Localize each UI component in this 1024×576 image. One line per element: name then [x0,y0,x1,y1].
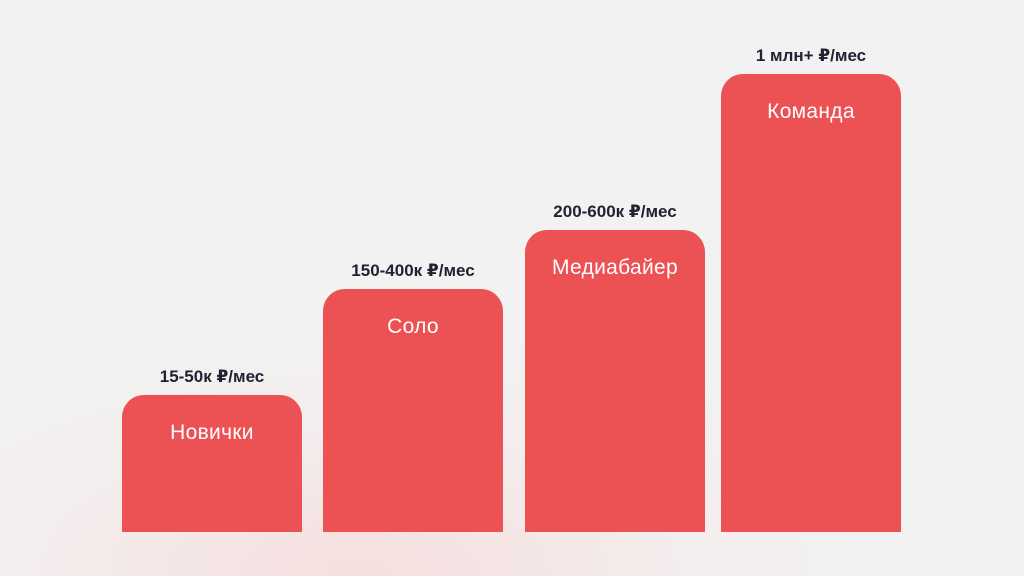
bar-value-label: 150-400к ₽/мес [351,261,475,280]
bar-category-label: Соло [387,315,439,338]
bar-4: Команда [721,74,901,532]
bar-1: Новички [122,395,302,532]
bar-2: Соло [323,289,503,532]
bar-value-label: 200-600к ₽/мес [553,202,677,221]
bar-category-label: Медиабайер [552,256,678,279]
bar-3: Медиабайер [525,230,705,532]
bar-value-label: 1 млн+ ₽/мес [755,46,867,65]
bar-category-label: Команда [767,100,855,123]
bar-value-label: 15-50к ₽/мес [159,367,265,386]
bar-category-label: Новички [170,421,254,444]
